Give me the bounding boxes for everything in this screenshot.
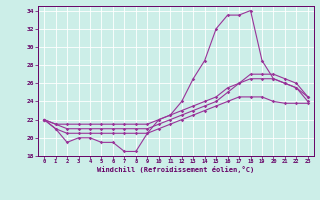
X-axis label: Windchill (Refroidissement éolien,°C): Windchill (Refroidissement éolien,°C) (97, 166, 255, 173)
